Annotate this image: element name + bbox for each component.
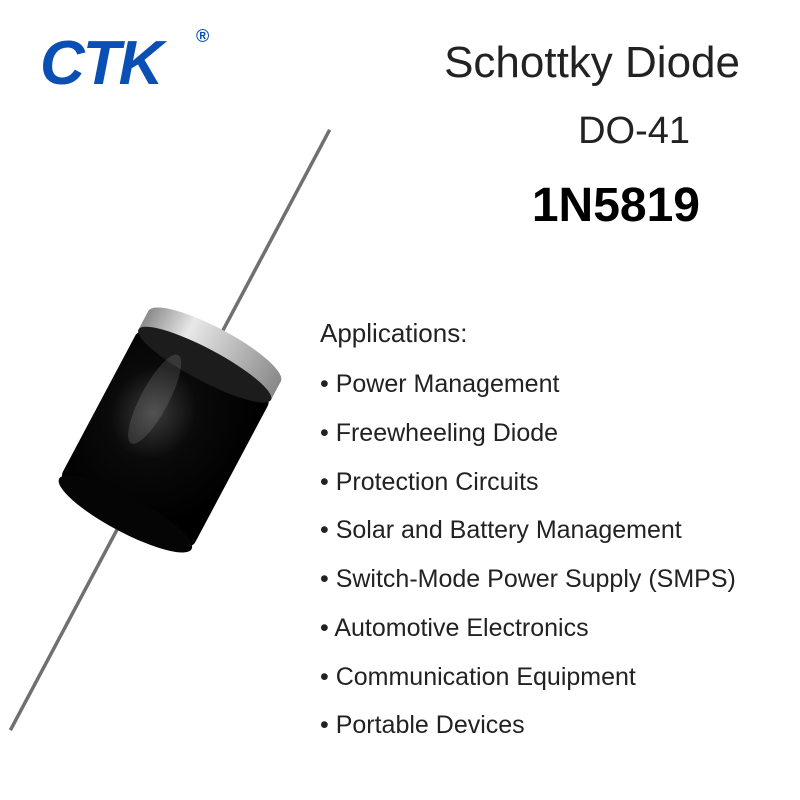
applications-heading: Applications: xyxy=(320,318,467,349)
registered-mark: ® xyxy=(196,26,209,47)
list-item: Freewheeling Diode xyxy=(320,409,736,458)
list-item: Communication Equipment xyxy=(320,653,736,702)
list-item: Automotive Electronics xyxy=(320,604,736,653)
list-item: Protection Circuits xyxy=(320,458,736,507)
package-type: DO-41 xyxy=(578,110,690,153)
list-item: Portable Devices xyxy=(320,701,736,750)
part-number: 1N5819 xyxy=(532,178,700,233)
applications-list: Power Management Freewheeling Diode Prot… xyxy=(320,360,736,750)
list-item: Switch-Mode Power Supply (SMPS) xyxy=(320,555,736,604)
product-title: Schottky Diode xyxy=(444,38,740,88)
list-item: Solar and Battery Management xyxy=(320,506,736,555)
list-item: Power Management xyxy=(320,360,736,409)
